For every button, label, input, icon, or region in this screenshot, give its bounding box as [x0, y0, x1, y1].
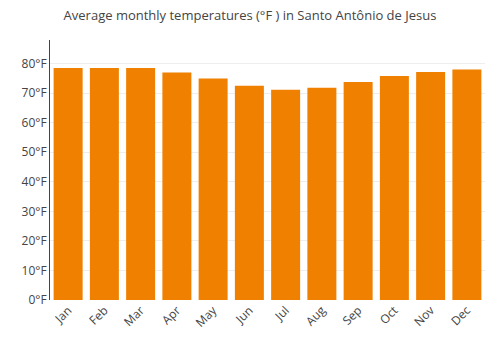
svg-text:Mar: Mar — [120, 302, 148, 330]
svg-text:Nov: Nov — [410, 302, 438, 330]
svg-text:Apr: Apr — [158, 302, 184, 328]
svg-text:Sep: Sep — [339, 302, 366, 329]
svg-text:10°F: 10°F — [22, 262, 47, 279]
svg-text:Average monthly temperatures (: Average monthly temperatures (°F ) in Sa… — [64, 6, 437, 24]
svg-text:70°F: 70°F — [22, 84, 47, 101]
svg-text:0°F: 0°F — [28, 291, 46, 308]
svg-text:May: May — [192, 301, 221, 330]
svg-text:Jul: Jul — [270, 302, 292, 324]
svg-text:Oct: Oct — [376, 302, 402, 328]
svg-text:80°F: 80°F — [22, 55, 47, 72]
svg-text:Dec: Dec — [447, 302, 474, 329]
svg-text:Jun: Jun — [231, 302, 256, 327]
svg-text:20°F: 20°F — [22, 232, 47, 249]
svg-text:Aug: Aug — [302, 302, 330, 330]
svg-text:50°F: 50°F — [22, 143, 47, 160]
svg-text:40°F: 40°F — [22, 173, 47, 190]
svg-text:60°F: 60°F — [22, 114, 47, 131]
svg-text:30°F: 30°F — [22, 203, 47, 220]
svg-text:Feb: Feb — [85, 302, 111, 328]
svg-text:Jan: Jan — [50, 302, 75, 327]
